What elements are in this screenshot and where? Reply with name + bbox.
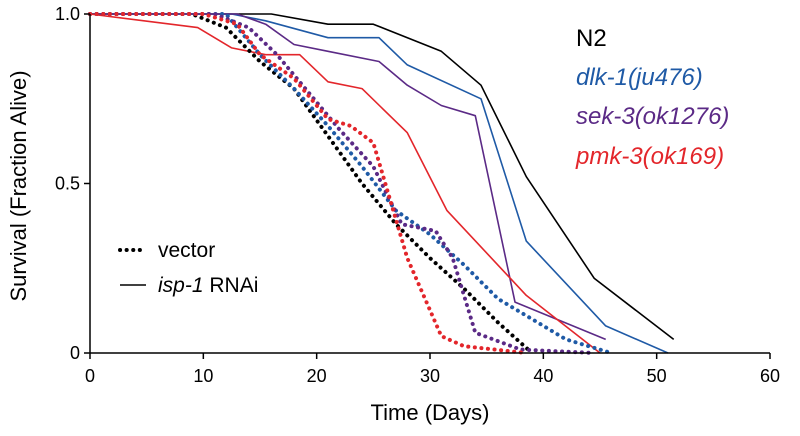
series-line-n2-isp1-rnai (90, 13, 675, 341)
ticks-layer: 0 10 20 30 40 50 60 0 0.5 1.0 (55, 4, 780, 386)
series-line-pmk-3-ok169-vector (88, 12, 529, 355)
series-line-pmk-3-ok169-isp1-rnai (89, 13, 601, 354)
series-line-sek-3-ok1276-isp1-rnai (90, 13, 607, 341)
x-axis-title: Time (Days) (371, 400, 490, 425)
x-tick-label: 20 (307, 366, 327, 386)
legend-rnai-suffix: RNAi (204, 274, 259, 297)
x-tick-label: 0 (85, 366, 95, 386)
legend-label-isp1-rnai: isp-1 RNAi (158, 274, 258, 297)
x-tick-label: 10 (193, 366, 213, 386)
strain-legend: N2 dlk-1(ju476) sek-3(ok1276) pmk-3(ok16… (575, 25, 729, 170)
legend-gene-isp1: isp-1 (158, 274, 204, 297)
series-line-dlk-1-ju476-vector (88, 12, 614, 355)
strain-label-dlk-1: dlk-1(ju476) (576, 64, 703, 91)
x-tick-label: 40 (533, 366, 553, 386)
x-tick-label: 60 (760, 366, 780, 386)
y-axis-title: Survival (Fraction Alive) (6, 70, 31, 301)
y-tick-label: 0 (70, 343, 80, 363)
x-tick-label: 30 (420, 366, 440, 386)
y-tick-label: 1.0 (55, 4, 80, 24)
x-tick-label: 50 (647, 366, 667, 386)
series-line-sek-3-ok1276-vector (88, 12, 597, 355)
series-lines-layer (88, 12, 675, 355)
strain-label-pmk-3: pmk-3(ok169) (575, 143, 724, 170)
line-style-legend: vector isp-1 RNAi (118, 239, 258, 297)
strain-label-n2: N2 (576, 25, 607, 52)
legend-label-vector: vector (158, 239, 215, 262)
y-tick-label: 0.5 (55, 174, 80, 194)
series-line-n2-vector (88, 12, 534, 355)
strain-label-sek-3: sek-3(ok1276) (576, 103, 729, 130)
